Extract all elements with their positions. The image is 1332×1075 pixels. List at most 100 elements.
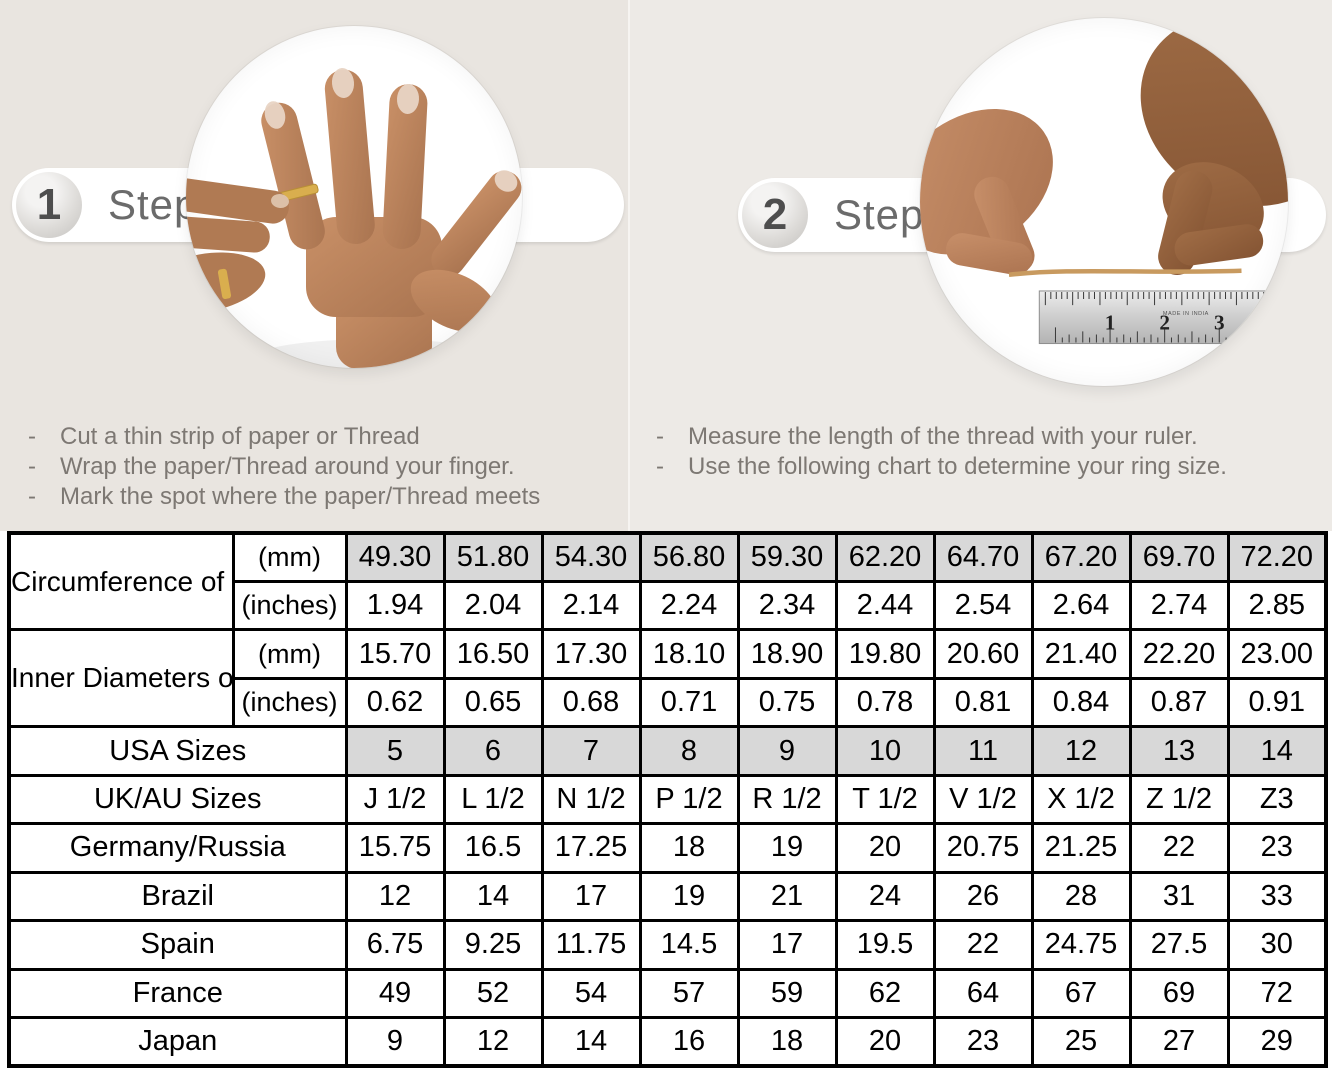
value-cell: 12 [344,870,446,923]
bullet-text: Wrap the paper/Thread around your finger… [60,453,515,480]
value-cell: 8 [638,725,740,777]
value-cell: 17.25 [540,822,642,874]
table-row: Germany/Russia 15.75 16.5 17.25 18 19 20 20.75 2… [7,822,1328,874]
value-cell: 62 [834,967,936,1020]
ruler-number-3: 3 [1214,310,1225,334]
row-label-cell: Spain [7,919,348,971]
value-cell: 22.20 [1128,628,1230,680]
value-cell: 56.80 [638,531,740,583]
table-row: Spain 6.75 9.25 11.75 14.5 17 19.5 22 24.75 27.5 3… [7,919,1328,971]
table-row: (inches) 0.62 0.65 0.68 0.71 0.75 0.78 0.81 0.84… [9,676,1328,729]
value-cell: 0.91 [1226,676,1328,729]
value-cell: 16.50 [442,628,544,680]
value-cell: 72.20 [1226,531,1328,583]
value-cell: 29 [1226,1016,1328,1068]
value-cell: 2.44 [834,579,936,632]
value-cell: 18.10 [638,628,740,680]
bullet-dash: - [28,453,36,480]
value-cell: P 1/2 [638,773,740,826]
bullet-text: Use the following chart to determine you… [688,453,1227,480]
value-cell: 22 [1128,822,1230,874]
value-cell: 0.75 [736,676,838,729]
value-cell: 26 [932,870,1034,923]
value-cell: 33 [1226,870,1328,923]
value-cell: 0.87 [1128,676,1230,729]
step1-instructions: - Cut a thin strip of paper or Thread - Wra… [28,422,628,512]
value-cell: 1.94 [344,579,446,632]
row-label-cell: UK/AU Sizes [7,773,348,826]
ruler: 1 2 3 MADE IN INDIA [1038,290,1288,345]
value-cell: 19.80 [834,628,936,680]
step2-number-badge: 2 [742,182,808,248]
value-cell: 2.14 [540,579,642,632]
value-cell: 20 [834,1016,936,1068]
bullet-text: Cut a thin strip of paper or Thread [60,423,420,450]
value-cell: 67.20 [1030,531,1132,583]
value-cell: 19.5 [834,919,936,971]
value-cell: 51.80 [442,531,544,583]
value-cell: 20.60 [932,628,1034,680]
value-cell: R 1/2 [736,773,838,826]
row-label-cell: Brazil [7,870,348,923]
value-cell: 49.30 [344,531,446,583]
unit-cell: (inches) [231,579,348,632]
value-cell: 0.84 [1030,676,1132,729]
unit-cell: (mm) [231,531,348,583]
value-cell: 57 [638,967,740,1020]
row-label-cell: Japan [7,1016,348,1068]
table-row: Japan 9 12 14 16 18 20 23 25 27 29 [7,1016,1328,1068]
value-cell: 19 [638,870,740,923]
value-cell: J 1/2 [344,773,446,826]
value-cell: 9.25 [442,919,544,971]
value-cell: 49 [344,967,446,1020]
bullet-dash: - [28,483,36,510]
value-cell: 19 [736,822,838,874]
value-cell: 12 [442,1016,544,1068]
value-cell: 2.34 [736,579,838,632]
value-cell: Z 1/2 [1128,773,1230,826]
right-hand [1140,18,1288,275]
value-cell: 27.5 [1128,919,1230,971]
value-cell: 12 [1030,725,1132,777]
value-cell: 7 [540,725,642,777]
row-label-cell: Inner Diameters of Rings [7,628,235,729]
table-row: (inches) 1.94 2.04 2.14 2.24 2.34 2.44 2.54 2.64… [9,579,1328,632]
value-cell: 17.30 [540,628,642,680]
bullet-text: Mark the spot where the paper/Thread mee… [60,483,541,510]
step1-number-badge: 1 [16,172,82,238]
value-cell: 14 [540,1016,642,1068]
value-cell: 17 [736,919,838,971]
measuring-thread-photo: 1 2 3 MADE IN INDIA [920,18,1288,386]
value-cell: 59.30 [736,531,838,583]
instruction-bullet: - Measure the length of the thread with y… [656,422,1328,452]
value-cell: 52 [442,967,544,1020]
value-cell: 2.04 [442,579,544,632]
unit-cell: (mm) [231,628,348,680]
value-cell: N 1/2 [540,773,642,826]
value-cell: 11.75 [540,919,642,971]
value-cell: 27 [1128,1016,1230,1068]
ring-size-chart-section: Circumference of Your Finger(mm)49.3051.… [7,531,1328,1068]
value-cell: 2.54 [932,579,1034,632]
value-cell: 62.20 [834,531,936,583]
row-label-cell: Germany/Russia [7,822,348,874]
value-cell: 54.30 [540,531,642,583]
value-cell: 13 [1128,725,1230,777]
table-row: UK/AU Sizes J 1/2 L 1/2 N 1/2 P 1/2 R 1/2 T 1/… [7,773,1328,826]
value-cell: Z3 [1226,773,1328,826]
value-cell: 21.25 [1030,822,1132,874]
instruction-bullet: - Mark the spot where the paper/Thread me… [28,482,628,512]
value-cell: 30 [1226,919,1328,971]
value-cell: 31 [1128,870,1230,923]
panel-divider [628,0,630,531]
value-cell: L 1/2 [442,773,544,826]
value-cell: 0.65 [442,676,544,729]
table-row: USA Sizes 5 6 7 8 9 10 11 12 13 14 [7,725,1328,777]
value-cell: 0.78 [834,676,936,729]
value-cell: 20 [834,822,936,874]
value-cell: 11 [932,725,1034,777]
step1-label: Step [108,181,199,228]
value-cell: 20.75 [932,822,1034,874]
measuring-thread-illustration: 1 2 3 MADE IN INDIA [920,18,1288,345]
